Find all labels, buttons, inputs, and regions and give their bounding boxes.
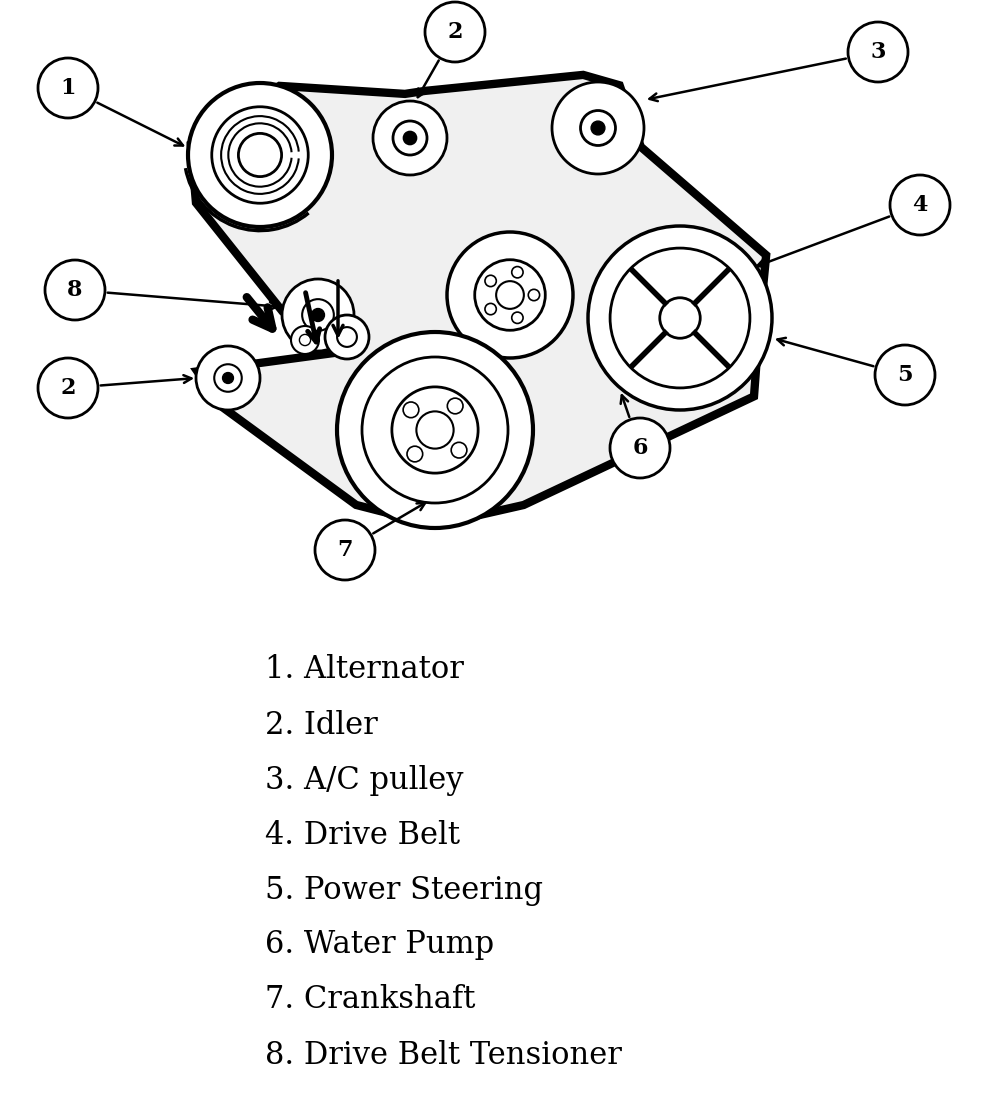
- Text: 1: 1: [60, 77, 76, 99]
- Text: 1. Alternator: 1. Alternator: [265, 654, 464, 685]
- Circle shape: [315, 520, 375, 580]
- Circle shape: [373, 102, 447, 175]
- Text: 5: 5: [897, 364, 913, 386]
- Circle shape: [362, 357, 508, 503]
- Circle shape: [485, 304, 496, 315]
- Text: 7: 7: [337, 539, 353, 561]
- Circle shape: [38, 358, 98, 418]
- Circle shape: [496, 281, 524, 309]
- Text: 6: 6: [632, 437, 648, 459]
- Circle shape: [45, 260, 105, 320]
- Circle shape: [485, 276, 496, 287]
- Text: 3: 3: [870, 41, 886, 62]
- Text: 2. Idler: 2. Idler: [265, 710, 378, 741]
- Circle shape: [38, 58, 98, 118]
- Circle shape: [312, 308, 324, 321]
- Circle shape: [282, 279, 354, 352]
- Circle shape: [512, 312, 523, 324]
- Circle shape: [610, 248, 750, 388]
- Circle shape: [337, 327, 357, 347]
- Circle shape: [299, 335, 311, 346]
- Circle shape: [291, 326, 319, 354]
- Circle shape: [660, 298, 700, 338]
- Polygon shape: [193, 77, 764, 523]
- Circle shape: [392, 387, 478, 473]
- Circle shape: [848, 22, 908, 81]
- Text: 8: 8: [67, 279, 83, 301]
- Circle shape: [875, 345, 935, 405]
- Circle shape: [325, 315, 369, 359]
- Circle shape: [528, 289, 540, 300]
- Circle shape: [610, 418, 670, 478]
- Circle shape: [238, 134, 282, 176]
- Circle shape: [212, 107, 308, 203]
- Circle shape: [588, 227, 772, 410]
- Circle shape: [451, 442, 467, 458]
- Circle shape: [425, 2, 485, 62]
- Circle shape: [214, 364, 242, 392]
- Circle shape: [581, 110, 615, 145]
- Circle shape: [447, 398, 463, 414]
- Circle shape: [407, 446, 423, 462]
- Circle shape: [403, 402, 419, 417]
- Text: 2: 2: [60, 377, 76, 400]
- Circle shape: [552, 81, 644, 174]
- Text: 6. Water Pump: 6. Water Pump: [265, 930, 494, 961]
- Text: 4. Drive Belt: 4. Drive Belt: [265, 819, 460, 850]
- Circle shape: [403, 132, 417, 145]
- Text: 7. Crankshaft: 7. Crankshaft: [265, 984, 475, 1016]
- Circle shape: [337, 331, 533, 528]
- Text: 5. Power Steering: 5. Power Steering: [265, 875, 543, 905]
- Circle shape: [890, 175, 950, 235]
- Circle shape: [591, 122, 605, 135]
- Circle shape: [475, 260, 545, 330]
- Circle shape: [416, 412, 454, 449]
- Text: 2: 2: [447, 21, 463, 44]
- Text: 8. Drive Belt Tensioner: 8. Drive Belt Tensioner: [265, 1039, 622, 1070]
- Text: 3. A/C pulley: 3. A/C pulley: [265, 764, 464, 796]
- Circle shape: [302, 299, 334, 330]
- Circle shape: [196, 346, 260, 410]
- Circle shape: [512, 267, 523, 278]
- Polygon shape: [193, 77, 764, 523]
- Circle shape: [447, 232, 573, 358]
- Circle shape: [188, 83, 332, 227]
- Text: 4: 4: [912, 194, 928, 217]
- Circle shape: [223, 373, 233, 384]
- Circle shape: [393, 121, 427, 155]
